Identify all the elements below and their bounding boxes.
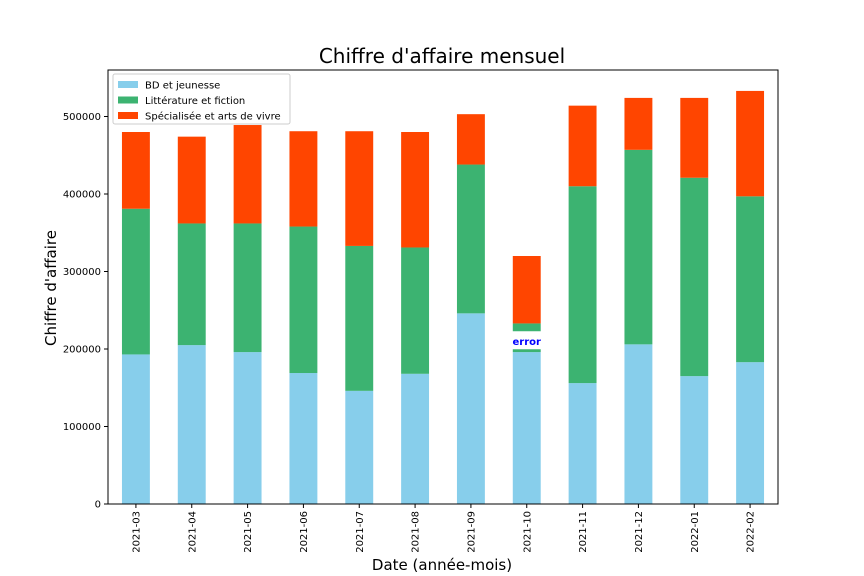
annotation-text: error bbox=[513, 337, 542, 348]
annotations: error bbox=[510, 331, 543, 350]
bar-2021-10-series-0 bbox=[512, 352, 541, 504]
bar-2021-12-series-1 bbox=[624, 149, 653, 345]
x-tick-label: 2021-07 bbox=[355, 511, 366, 553]
bar-2021-07-series-2 bbox=[345, 131, 374, 246]
legend-swatch bbox=[118, 112, 138, 119]
x-tick-label: 2021-10 bbox=[522, 511, 533, 553]
bar-2021-05-series-2 bbox=[233, 125, 262, 224]
plot-area bbox=[121, 90, 765, 504]
x-tick-label: 2021-09 bbox=[466, 511, 477, 553]
x-axis-label: Date (année-mois) bbox=[372, 556, 512, 574]
axes: 0 100000 200000 300000 400000 500000 2021-03 20… bbox=[63, 69, 779, 553]
legend-label: Littérature et fiction bbox=[145, 95, 245, 107]
bar-2021-11-series-1 bbox=[568, 186, 597, 384]
bar-2021-06-series-2 bbox=[289, 131, 318, 227]
bar-2021-12-series-0 bbox=[624, 344, 653, 504]
legend-swatch bbox=[118, 81, 138, 88]
x-tick-label: 2021-06 bbox=[299, 511, 310, 553]
x-tick-label: 2021-03 bbox=[131, 511, 142, 553]
x-tick-label: 2021-05 bbox=[243, 511, 254, 553]
bar-2021-07-series-1 bbox=[345, 245, 374, 391]
bar-2021-08-series-2 bbox=[401, 132, 430, 248]
bar-2021-03-series-1 bbox=[121, 208, 150, 355]
bar-2021-05-series-0 bbox=[233, 352, 262, 504]
bar-2021-09-series-2 bbox=[456, 114, 485, 165]
bar-2021-09-series-1 bbox=[456, 164, 485, 314]
bar-2021-05-series-1 bbox=[233, 223, 262, 353]
x-tick-label: 2022-01 bbox=[690, 511, 701, 553]
y-axis-label: Chiffre d'affaire bbox=[42, 230, 60, 346]
y-tick-label: 300000 bbox=[63, 267, 101, 278]
y-tick-label: 200000 bbox=[63, 345, 101, 356]
bar-2022-02-series-1 bbox=[736, 196, 765, 363]
axes-frame bbox=[107, 69, 779, 505]
y-tick-label: 0 bbox=[95, 500, 101, 511]
y-tick-label: 500000 bbox=[63, 112, 101, 123]
legend: BD et jeunesse Littérature et fiction Spéc… bbox=[112, 73, 291, 125]
bar-2021-08-series-0 bbox=[401, 373, 430, 504]
y-tick-label: 100000 bbox=[63, 422, 101, 433]
bar-2022-02-series-0 bbox=[736, 362, 765, 504]
bar-2021-10-series-2 bbox=[512, 256, 541, 324]
bar-2021-09-series-0 bbox=[456, 313, 485, 504]
x-tick-label: 2022-02 bbox=[746, 511, 757, 553]
bar-2021-11-series-0 bbox=[568, 383, 597, 504]
bar-2022-01-series-0 bbox=[680, 376, 709, 504]
x-tick-label: 2021-12 bbox=[634, 511, 645, 553]
annotation-background bbox=[510, 331, 543, 350]
bar-2021-04-series-0 bbox=[177, 345, 206, 504]
x-tick-label: 2021-08 bbox=[411, 511, 422, 553]
bar-2021-03-series-2 bbox=[121, 132, 150, 209]
bar-2021-04-series-1 bbox=[177, 223, 206, 346]
bar-2021-12-series-2 bbox=[624, 97, 653, 150]
legend-swatch bbox=[118, 96, 138, 104]
bar-2021-07-series-0 bbox=[345, 390, 374, 504]
legend-box bbox=[112, 73, 291, 125]
bar-2021-06-series-1 bbox=[289, 226, 318, 374]
chart-title: Chiffre d'affaire mensuel bbox=[319, 44, 565, 68]
bar-2022-01-series-1 bbox=[680, 177, 709, 377]
x-tick-label: 2021-11 bbox=[578, 511, 589, 553]
y-tick-label: 400000 bbox=[63, 190, 101, 201]
x-tick-label: 2021-04 bbox=[187, 511, 198, 553]
bar-2022-02-series-2 bbox=[736, 90, 765, 197]
bar-2021-06-series-0 bbox=[289, 373, 318, 504]
bar-2021-03-series-0 bbox=[121, 354, 150, 504]
bar-2021-11-series-2 bbox=[568, 105, 597, 187]
legend-label: Spécialisée et arts de vivre bbox=[145, 111, 281, 123]
legend-label: BD et jeunesse bbox=[145, 81, 220, 92]
bar-2021-04-series-2 bbox=[177, 136, 206, 224]
bar-2021-08-series-1 bbox=[401, 247, 430, 374]
bar-2022-01-series-2 bbox=[680, 97, 709, 178]
